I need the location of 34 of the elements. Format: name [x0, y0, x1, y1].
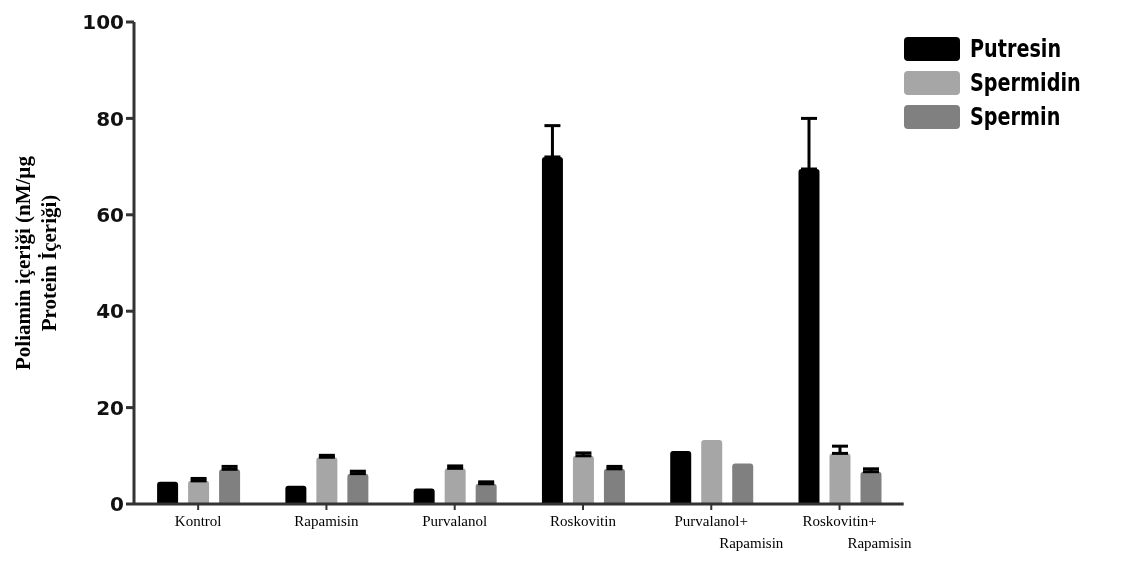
- bar: [829, 453, 851, 504]
- bar: [413, 488, 435, 504]
- x-tick-label: Purvalanol: [422, 513, 488, 529]
- y-tick-label: 20: [96, 395, 124, 420]
- bar: [860, 471, 882, 504]
- x-tick-label: Roskovitin+ Rapamisin: [802, 513, 913, 551]
- y-axis-title: Poliamin içeriği (nM/µg Protein İçeriği): [11, 155, 61, 370]
- bar: [316, 457, 338, 504]
- bar: [798, 169, 820, 504]
- x-tick-label: Purvalanol+ Rapamisin: [674, 513, 784, 551]
- y-tick-label: 40: [96, 299, 124, 324]
- legend-label: Spermidin: [969, 69, 1081, 97]
- x-tick-label: Rapamisin: [294, 513, 359, 529]
- legend-label: Spermin: [969, 103, 1061, 131]
- bar: [701, 439, 723, 504]
- bar: [475, 483, 497, 504]
- bar: [347, 473, 369, 504]
- x-tick-label: Kontrol: [174, 513, 222, 529]
- y-tick-label: 100: [82, 10, 124, 35]
- bar: [603, 468, 625, 504]
- bar: [188, 480, 210, 504]
- bar: [219, 469, 241, 504]
- y-tick-label: 60: [96, 202, 124, 227]
- legend-label: Putresin: [969, 35, 1061, 63]
- bar: [732, 463, 754, 504]
- x-tick-label: Roskovitin: [550, 513, 617, 529]
- bar: [285, 485, 307, 504]
- bar: [541, 156, 563, 504]
- bar: [444, 468, 466, 504]
- bar: [157, 481, 179, 504]
- y-tick-label: 0: [110, 492, 124, 517]
- bar: [670, 450, 692, 504]
- y-tick-label: 80: [96, 106, 124, 131]
- bar: [572, 455, 594, 504]
